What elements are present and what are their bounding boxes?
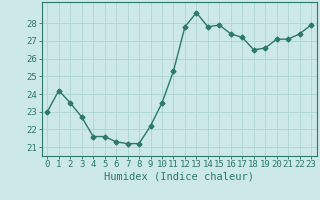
X-axis label: Humidex (Indice chaleur): Humidex (Indice chaleur)	[104, 172, 254, 182]
